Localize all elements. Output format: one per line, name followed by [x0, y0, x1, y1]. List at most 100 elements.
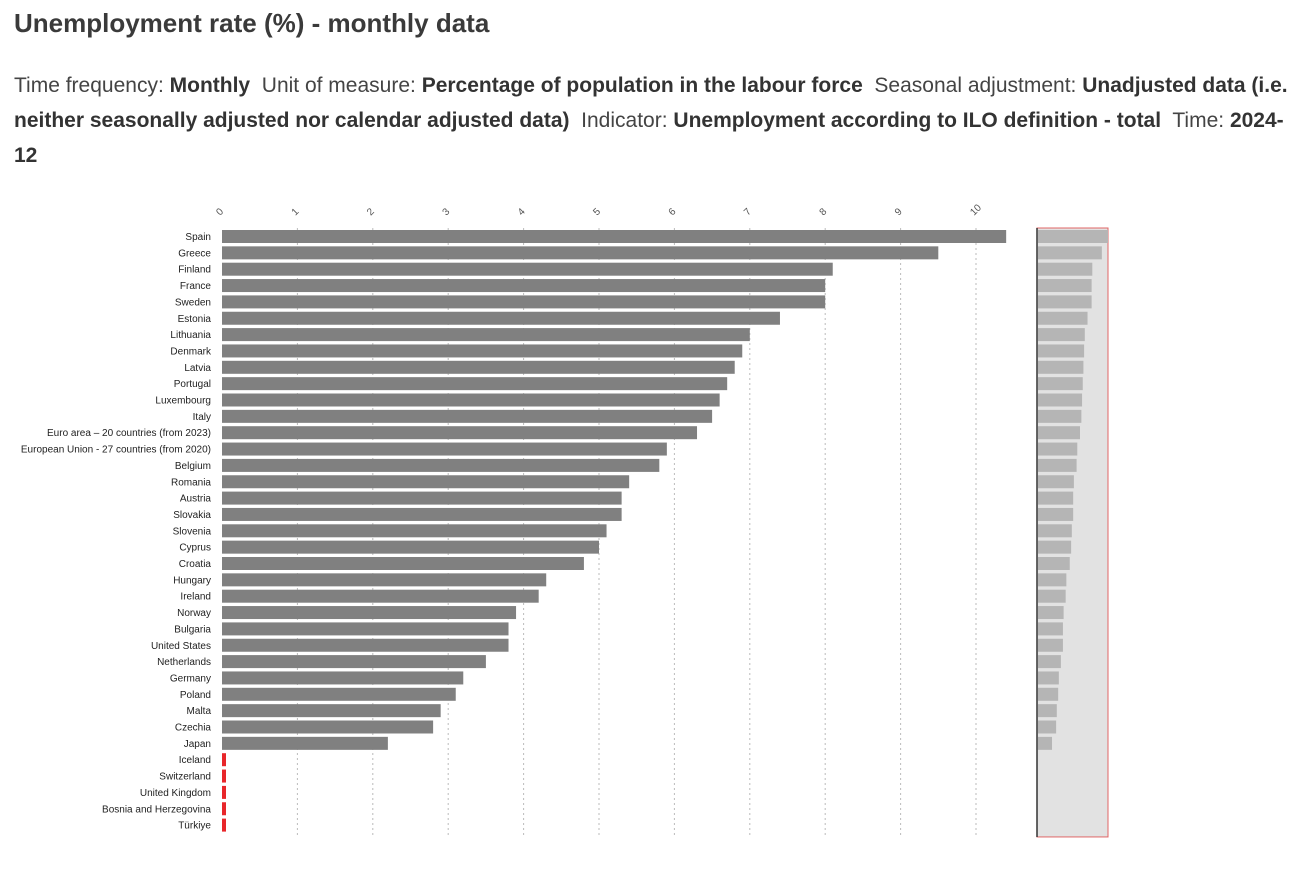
- category-label: Slovakia: [173, 510, 211, 521]
- meta-frequency-value: Monthly: [169, 74, 251, 97]
- category-label: Portugal: [174, 379, 211, 390]
- category-label: Croatia: [179, 559, 212, 570]
- category-label: Sweden: [175, 297, 211, 308]
- bars: [222, 230, 1007, 832]
- bar[interactable]: [222, 344, 743, 358]
- x-tick-label: 2: [365, 206, 377, 218]
- bar[interactable]: [222, 295, 826, 309]
- bar[interactable]: [222, 328, 750, 342]
- overview-bar: [1038, 720, 1057, 734]
- x-tick-label: 6: [667, 206, 679, 218]
- bar[interactable]: [222, 442, 667, 456]
- category-label: Slovenia: [173, 526, 212, 537]
- category-label: Bulgaria: [174, 624, 211, 635]
- overview-bar: [1038, 458, 1077, 472]
- overview-bar: [1038, 704, 1057, 718]
- x-tick-label: 4: [516, 206, 528, 218]
- bar[interactable]: [222, 507, 622, 521]
- category-label: Poland: [180, 690, 211, 701]
- meta-indicator-value: Unemployment according to ILO definition…: [673, 109, 1162, 132]
- x-tick-label: 7: [742, 206, 754, 218]
- bar[interactable]: [222, 736, 388, 750]
- bar[interactable]: [222, 475, 630, 489]
- bar[interactable]: [222, 524, 607, 538]
- category-label: Euro area – 20 countries (from 2023): [47, 428, 211, 439]
- bar[interactable]: [222, 540, 599, 554]
- bar[interactable]: [222, 409, 713, 423]
- overview-bar: [1038, 507, 1074, 521]
- page-title: Unemployment rate (%) - monthly data: [14, 8, 490, 38]
- bar[interactable]: [222, 377, 728, 391]
- x-tick-label: 0: [214, 206, 226, 218]
- bar[interactable]: [222, 606, 517, 620]
- overview-bar: [1038, 409, 1082, 423]
- overview-bar: [1038, 311, 1088, 325]
- category-label: Belgium: [175, 461, 211, 472]
- category-label: Malta: [187, 706, 212, 717]
- overview-bar: [1038, 589, 1066, 603]
- bar[interactable]: [222, 655, 486, 669]
- bar[interactable]: [222, 622, 509, 636]
- category-label: Estonia: [178, 314, 212, 325]
- category-label: Austria: [180, 494, 212, 505]
- overview-bar: [1038, 377, 1083, 391]
- bar[interactable]: [222, 393, 720, 407]
- bar[interactable]: [222, 491, 622, 505]
- overview-bar: [1038, 246, 1102, 260]
- category-label: Greece: [178, 248, 211, 259]
- category-label: Switzerland: [159, 772, 211, 783]
- overview-bar: [1038, 475, 1074, 489]
- overview-bar: [1038, 230, 1108, 243]
- category-label: Denmark: [170, 346, 212, 357]
- meta-unit-label: Unit of measure:: [261, 74, 416, 97]
- bar[interactable]: [222, 671, 464, 685]
- bar-missing[interactable]: [222, 769, 226, 783]
- overview-bar: [1038, 360, 1084, 374]
- meta-unit-value: Percentage of population in the labour f…: [421, 74, 863, 97]
- bar[interactable]: [222, 426, 698, 440]
- overview-bar: [1038, 606, 1064, 620]
- bar-chart: 0 1 2 3 4 5 6 7 8 9 10 Spain Greece Finland France Swe…: [21, 202, 1109, 838]
- bar-missing[interactable]: [222, 753, 226, 767]
- overview-bar: [1038, 687, 1059, 701]
- bar[interactable]: [222, 704, 441, 718]
- bar[interactable]: [222, 311, 780, 325]
- overview-navigator[interactable]: [1036, 227, 1109, 838]
- bar[interactable]: [222, 262, 833, 276]
- bar[interactable]: [222, 687, 456, 701]
- bar[interactable]: [222, 230, 1007, 243]
- overview-bar: [1038, 344, 1085, 358]
- overview-bar: [1038, 655, 1061, 669]
- meta-seasonal-value: Unadjusted data (i.e. neither seasonally…: [14, 74, 1288, 132]
- overview-bar: [1038, 524, 1072, 538]
- overview-bar: [1038, 426, 1081, 440]
- bar[interactable]: [222, 360, 735, 374]
- category-label: Türkiye: [178, 821, 211, 832]
- bar-missing[interactable]: [222, 802, 226, 816]
- bar[interactable]: [222, 720, 434, 734]
- bar[interactable]: [222, 279, 826, 293]
- meta-frequency-label: Time frequency:: [14, 74, 164, 97]
- overview-bar: [1038, 638, 1063, 652]
- bar[interactable]: [222, 557, 584, 570]
- bar-missing[interactable]: [222, 785, 226, 799]
- bar[interactable]: [222, 246, 939, 260]
- category-label: Hungary: [173, 575, 211, 586]
- bar[interactable]: [222, 638, 509, 652]
- overview-bar: [1038, 295, 1092, 309]
- category-label: United States: [151, 641, 211, 652]
- x-axis-ticks: 0 1 2 3 4 5 6 7 8 9 10: [214, 202, 984, 218]
- category-label: France: [180, 281, 212, 292]
- x-tick-label: 5: [591, 206, 603, 218]
- meta-seasonal-label: Seasonal adjustment:: [874, 74, 1077, 97]
- overview-bar: [1038, 573, 1067, 587]
- category-label: Japan: [184, 739, 211, 750]
- meta-time-label: Time:: [1172, 109, 1225, 132]
- x-tick-label: 1: [290, 206, 302, 218]
- bar[interactable]: [222, 589, 539, 603]
- bar[interactable]: [222, 458, 660, 472]
- bar-missing[interactable]: [222, 818, 226, 832]
- category-label: Italy: [193, 412, 211, 423]
- overview-bar: [1038, 393, 1083, 407]
- bar[interactable]: [222, 573, 547, 587]
